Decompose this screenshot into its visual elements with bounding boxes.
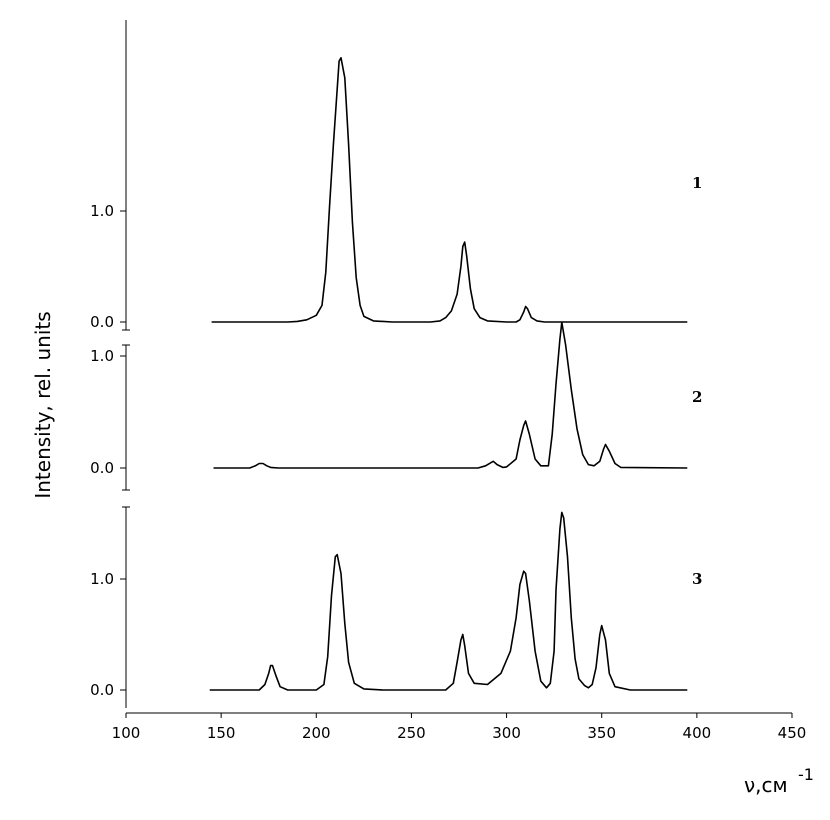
x-axis-title: ν,см (744, 773, 788, 797)
spectrum-line-3 (209, 511, 688, 691)
x-tick-label: 300 (492, 724, 521, 742)
spectrum-label: 2 (692, 388, 702, 406)
y-tick-label: 1.0 (90, 570, 114, 588)
y-tick-label: 1.0 (90, 202, 114, 220)
y-tick-label: 0.0 (90, 313, 114, 331)
x-tick-label: 150 (207, 724, 236, 742)
spectrum-line-2 (213, 321, 688, 469)
x-tick-label: 350 (587, 724, 616, 742)
x-axis-title-superscript: -1 (798, 765, 814, 784)
x-tick-label: 100 (112, 724, 141, 742)
x-tick-label: 200 (302, 724, 331, 742)
spectrum-label: 1 (692, 174, 702, 192)
x-tick-label: 400 (683, 724, 712, 742)
series-layer (209, 57, 688, 691)
y-tick-label: 1.0 (90, 347, 114, 365)
spectrum-line-1 (211, 57, 688, 323)
x-tick-label: 450 (778, 724, 807, 742)
x-tick-label: 250 (397, 724, 426, 742)
spectrum-label: 3 (692, 570, 702, 588)
labels-group: Intensity, rel. units ν,см -1 (31, 311, 814, 797)
y-axis-title: Intensity, rel. units (31, 311, 55, 498)
y-tick-label: 0.0 (90, 681, 114, 699)
y-tick-label: 0.0 (90, 459, 114, 477)
axes-group: 100 150 200 250 300 350 400 450 0.0 1.0 1 0.0 1.0 2 0.… (90, 20, 806, 742)
